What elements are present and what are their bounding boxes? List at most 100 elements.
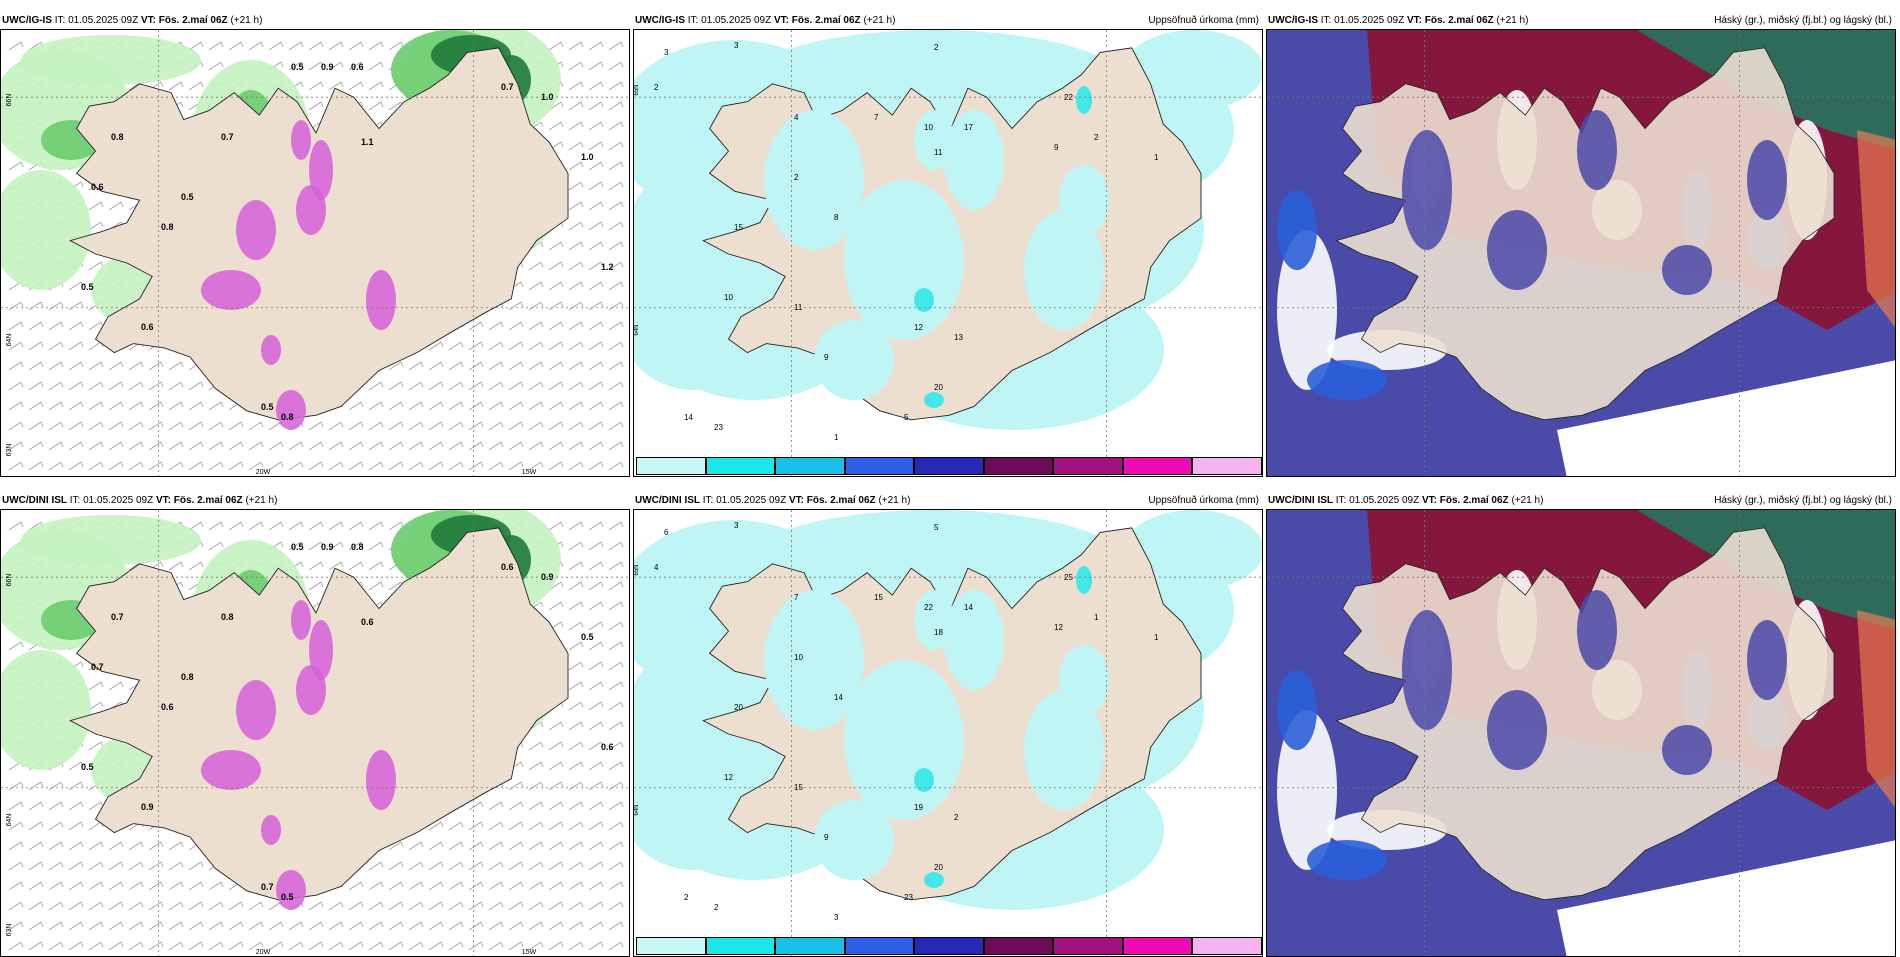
wind-barb <box>148 921 162 931</box>
field-blob <box>21 515 201 565</box>
wind-barb <box>588 801 602 811</box>
wind-barb <box>188 421 202 431</box>
field-blob <box>1277 670 1317 750</box>
wind-barb <box>88 341 102 351</box>
wind-barb-flag <box>500 801 504 808</box>
colorbar-segment <box>914 937 984 955</box>
precip-value: 14 <box>964 603 973 612</box>
precip-over-land <box>764 566 1109 888</box>
wind-barb-flag <box>600 901 604 908</box>
wind-barb <box>88 441 102 451</box>
colorbar-segment <box>983 457 1054 475</box>
wind-barb <box>248 421 262 431</box>
field-blob <box>201 750 261 790</box>
wind-barb <box>188 921 202 931</box>
wind-barb-flag <box>520 441 524 448</box>
contour-value: 0.7 <box>91 662 104 672</box>
wind-barb <box>328 921 342 931</box>
wind-barb-flag <box>400 521 404 528</box>
wind-barb-flag <box>400 361 404 368</box>
wind-barb-flag <box>540 321 544 328</box>
wind-barb-flag <box>460 361 464 368</box>
wind-barb-flag <box>180 581 184 588</box>
field-blob <box>309 620 333 680</box>
wind-barb-flag <box>560 381 564 388</box>
wind-barb-flag <box>500 841 504 848</box>
grid-lines <box>634 510 1262 956</box>
wind-barb-flag <box>520 821 524 828</box>
wind-barb <box>568 381 582 391</box>
lat-label: 63N <box>6 924 13 937</box>
wind-barb <box>548 381 562 391</box>
wind-barb-flag <box>500 901 504 908</box>
precip-value: 11 <box>934 148 943 157</box>
wind-barb-flag <box>160 81 164 88</box>
wind-barb <box>28 921 42 931</box>
wind-barb <box>388 581 402 591</box>
wind-barb <box>568 101 582 111</box>
wind-barb <box>368 461 382 471</box>
wind-barb-flag <box>120 361 124 368</box>
wind-barb-flag <box>600 201 604 208</box>
field-blob <box>1124 30 1262 110</box>
contour-value: 0.5 <box>261 402 274 412</box>
wind-barb-flag <box>340 81 344 88</box>
wind-barb-flag <box>420 361 424 368</box>
field-blob <box>1 650 91 770</box>
wind-barb <box>428 421 442 431</box>
wind-barb-flag <box>220 941 224 948</box>
wind-barb-flag <box>540 461 544 468</box>
wind-barb <box>8 161 22 171</box>
wind-barb-flag <box>500 921 504 928</box>
wind-barb <box>68 781 82 791</box>
wind-barb <box>468 401 482 411</box>
wind-barb-flag <box>620 281 624 288</box>
wind-barb-flag <box>180 81 184 88</box>
wind-barb-flag <box>600 641 604 648</box>
wind-barb-flag <box>220 881 224 888</box>
wind-barb <box>628 49 629 50</box>
wind-barb <box>28 361 42 371</box>
wind-barb-flag <box>580 781 584 788</box>
field-blob <box>844 180 964 340</box>
field-blob <box>914 288 934 312</box>
wind-barb-flag <box>580 821 584 828</box>
wind-barb-flag <box>120 681 124 688</box>
precip-value: 3 <box>734 41 739 50</box>
wind-barb-flag <box>40 361 44 368</box>
wind-barb <box>468 861 482 871</box>
lat-label: 64N <box>6 814 13 827</box>
wind-barb <box>628 309 629 310</box>
wind-barb-flag <box>160 561 164 568</box>
it-label: IT: <box>702 495 714 506</box>
wind-barb-flag <box>540 361 544 368</box>
wind-barb <box>8 401 22 411</box>
map-cloud-layers <box>1266 29 1896 477</box>
contour-value: 1.0 <box>581 152 594 162</box>
wind-barb-flag <box>80 881 84 888</box>
wind-barb-flag <box>360 401 364 408</box>
wind-barb <box>628 529 629 530</box>
wind-barb-flag <box>400 401 404 408</box>
field-blob <box>1124 510 1262 590</box>
wind-barb-flag <box>520 301 524 308</box>
model-name: UWC/IG-IS <box>635 15 685 26</box>
wind-barb-flag <box>140 881 144 888</box>
clouds-over-land <box>1402 590 1787 775</box>
wind-barb <box>188 461 202 471</box>
wind-barb-flag <box>240 421 244 428</box>
wind-barb-flag <box>500 341 504 348</box>
wind-barb-flag <box>260 421 264 428</box>
precip-value: 11 <box>794 303 803 312</box>
wind-barb-flag <box>620 141 624 148</box>
wind-barb <box>128 361 142 371</box>
wind-barb <box>588 441 602 451</box>
wind-barb-flag <box>360 921 364 928</box>
wind-barb-flag <box>580 341 584 348</box>
wind-barb-flag <box>140 861 144 868</box>
wind-barb <box>508 921 522 931</box>
wind-barb-flag <box>100 841 104 848</box>
panel-title: UWC/DINI ISL IT: 01.05.2025 09Z VT: Fös.… <box>635 492 910 509</box>
wind-barb-flag <box>420 941 424 948</box>
wind-barb-flag <box>600 281 604 288</box>
